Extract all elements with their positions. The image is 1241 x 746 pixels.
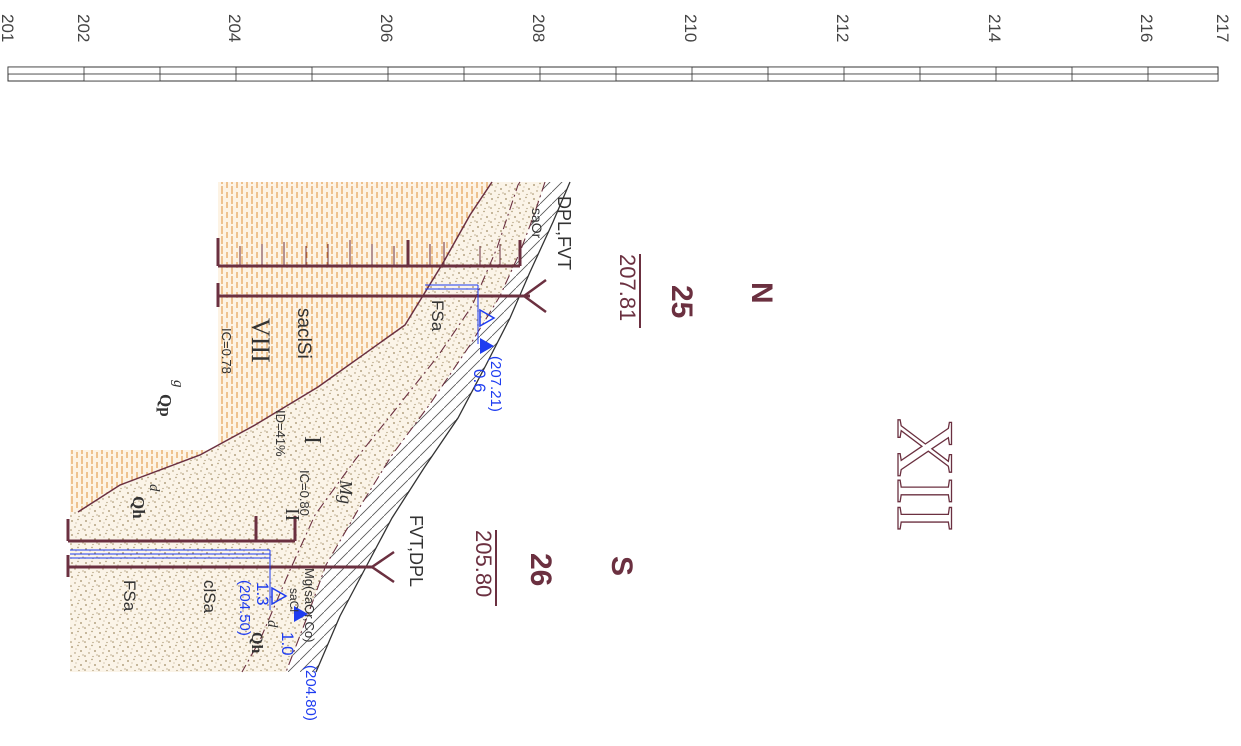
soil-label-sacl: saCl xyxy=(287,588,301,612)
scale-segments xyxy=(7,66,1219,82)
scale-tick: 212 xyxy=(833,14,852,42)
boundaries xyxy=(77,181,571,673)
mg-symbol: Mg xyxy=(336,479,356,504)
direction-n: N xyxy=(745,282,778,304)
water-level-depth: 1.0 xyxy=(278,632,297,656)
profile-title: XII xyxy=(880,418,971,532)
layer-i-origin-sup: d xyxy=(146,484,162,492)
soil-label-saor: saOr xyxy=(529,208,545,239)
scale-tick: 208 xyxy=(529,14,548,42)
labels: XII N S 25 207.81 DPL,FVT 26 205.80 FVT,… xyxy=(120,196,972,721)
borehole-26-elevation: 205.80 xyxy=(471,530,496,597)
layer-ii-param: IC=0.80 xyxy=(297,470,312,516)
borehole-26-methods: FVT,DPL xyxy=(406,515,426,587)
layer-viii-param: IC=0.78 xyxy=(219,328,234,374)
soil-label-fsa: FSa xyxy=(428,300,447,332)
direction-s: S xyxy=(605,556,638,576)
borehole-25 xyxy=(216,238,547,354)
layer-viii-origin: Qp xyxy=(156,394,175,417)
layer-i-origin: Qh xyxy=(129,496,148,519)
layer-ii-area xyxy=(242,182,545,672)
water-level-elevation: (204.50) xyxy=(236,580,253,636)
scale-tick: 206 xyxy=(377,14,396,42)
layer-viii-soil: saclSi xyxy=(293,308,314,359)
soil-label-dqh-sup: d xyxy=(264,620,280,628)
scale-tick: 210 xyxy=(681,14,700,42)
water-level-depth: 1.3 xyxy=(253,582,272,606)
ground-surface-line xyxy=(315,181,571,673)
layer-i-param: ID=41% xyxy=(273,410,288,457)
scale-tick: 202 xyxy=(74,14,93,42)
borehole-25-number: 25 xyxy=(665,285,698,318)
scale-tick: 216 xyxy=(1137,14,1156,42)
borehole-25-methods: DPL,FVT xyxy=(554,196,574,270)
borehole-26-triangle xyxy=(369,550,395,584)
layer-i-number: I xyxy=(299,436,325,444)
borehole-26 xyxy=(66,516,395,622)
water-level-icon xyxy=(480,338,494,354)
water-level-icon xyxy=(479,308,496,328)
water-level-icon xyxy=(294,606,308,622)
layer-viii-origin-sup: g xyxy=(170,380,186,388)
borehole-26-number: 26 xyxy=(524,553,557,586)
borehole-25-triangle xyxy=(521,278,547,314)
scale-tick: 201 xyxy=(0,14,17,42)
borehole-25-elevation: 207.81 xyxy=(615,254,640,321)
layer-ii-number: II xyxy=(281,508,303,521)
water-level-elevation: (204.80) xyxy=(302,665,319,721)
water-level-depth: 0.6 xyxy=(470,369,489,393)
made-ground-area xyxy=(286,182,570,672)
boundary-viii-i xyxy=(77,181,493,513)
water-level-icon xyxy=(271,586,288,606)
water-level-elevation: (207.21) xyxy=(487,356,504,412)
soil-label-clsa: clSa xyxy=(200,580,219,614)
soil-label-dqh: Qh xyxy=(248,632,265,653)
boundary-ii-mg-dashed xyxy=(285,181,546,673)
scale-tick: 204 xyxy=(225,14,244,42)
scale-tick: 217 xyxy=(1213,14,1232,42)
layer-viii-number: VIII xyxy=(246,318,275,363)
scale-tick: 214 xyxy=(985,14,1004,42)
scale-bar: 201 202 204 206 208 210 212 214 216 217 xyxy=(0,14,1232,82)
scale-ticks: 201 202 204 206 208 210 212 214 216 217 xyxy=(0,14,1232,42)
mg-description: Mg(saOr,Co) xyxy=(302,568,317,642)
soil-label-fsa-2: FSa xyxy=(120,580,139,612)
